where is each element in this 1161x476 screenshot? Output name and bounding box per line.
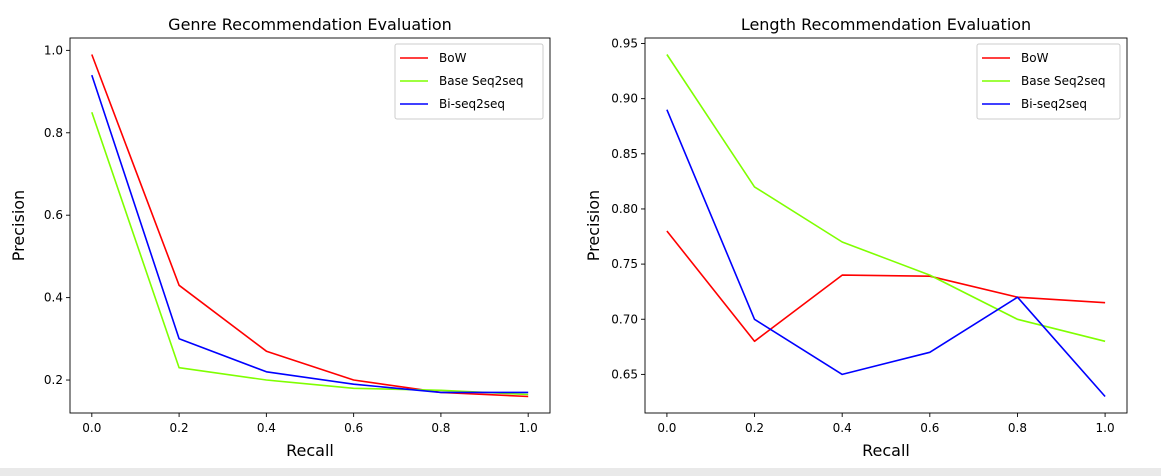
x-tick-label: 1.0 [519, 421, 538, 435]
x-tick-label: 0.4 [833, 421, 852, 435]
series-line-bi-seq2seq [91, 74, 529, 394]
x-tick-label: 1.0 [1096, 421, 1115, 435]
y-tick-label: 0.80 [611, 202, 638, 216]
plot-frame [69, 37, 551, 414]
series-line-bi-seq2seq [666, 109, 1106, 398]
legend-label: Base Seq2seq [1021, 74, 1106, 88]
legend-box [976, 43, 1121, 120]
x-axis-label: Recall [286, 441, 334, 460]
chart-title: Length Recommendation Evaluation [741, 15, 1031, 34]
x-tick-label: 0.0 [657, 421, 676, 435]
x-tick-label: 0.6 [344, 421, 363, 435]
y-tick-label: 0.4 [44, 291, 63, 305]
x-axis-label: Recall [862, 441, 910, 460]
series-line-bow [666, 230, 1106, 343]
y-tick-label: 1.0 [44, 43, 63, 57]
y-axis-label: Precision [584, 190, 603, 261]
chart-panel-2: Length Recommendation Evaluation 0.0 0.2 0.… [584, 15, 1128, 460]
y-axis-label: Precision [9, 190, 28, 261]
y-tick-label: 0.95 [611, 37, 638, 51]
x-tick-label: 0.8 [431, 421, 450, 435]
y-tick-label: 0.70 [611, 312, 638, 326]
legend-label: Bi-seq2seq [1021, 97, 1087, 111]
bottom-strip [0, 468, 1161, 476]
y-tick-label: 0.6 [44, 208, 63, 222]
legend-box [394, 43, 544, 120]
plot-frame [644, 37, 1128, 414]
y-tick-label: 0.8 [44, 126, 63, 140]
x-tick-label: 0.2 [170, 421, 189, 435]
y-tick-label: 0.85 [611, 147, 638, 161]
legend: BoW Base Seq2seq Bi-seq2seq [394, 43, 544, 120]
legend-label: Bi-seq2seq [439, 97, 505, 111]
y-tick-label: 0.2 [44, 373, 63, 387]
legend-label: Base Seq2seq [439, 74, 524, 88]
series-line-base-seq2seq [91, 111, 529, 396]
chart-panel-1: Genre Recommendation Evaluation 0.0 0.2 0.4… [9, 15, 551, 460]
y-tick-label: 0.75 [611, 257, 638, 271]
x-tick-label: 0.2 [745, 421, 764, 435]
x-tick-label: 0.4 [257, 421, 276, 435]
legend-label: BoW [1021, 51, 1049, 65]
y-tick-label: 0.65 [611, 367, 638, 381]
chart-title: Genre Recommendation Evaluation [168, 15, 452, 34]
x-tick-label: 0.0 [82, 421, 101, 435]
series-line-base-seq2seq [666, 54, 1106, 343]
legend-label: BoW [439, 51, 467, 65]
x-tick-label: 0.8 [1008, 421, 1027, 435]
y-tick-label: 0.90 [611, 92, 638, 106]
x-tick-label: 0.6 [920, 421, 939, 435]
legend: BoW Base Seq2seq Bi-seq2seq [976, 43, 1121, 120]
